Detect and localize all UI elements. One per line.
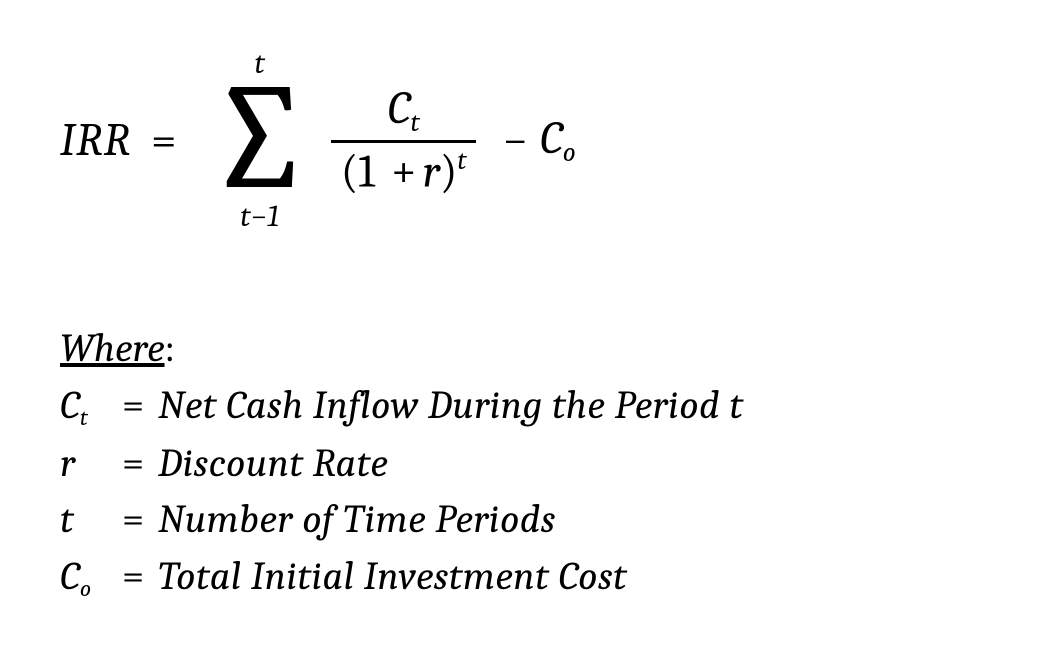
sigma-symbol: ∑	[206, 75, 312, 203]
legend-line-t: t = Number of Time Periods	[60, 491, 995, 548]
den-close: )	[440, 145, 458, 198]
irr-formula: IRR = t ∑ t−1 Ct (1 +r)t − Co	[60, 20, 995, 260]
den-open: (	[341, 145, 359, 198]
legend-line-co: Co = Total Initial Investment Cost	[60, 548, 995, 606]
legend-sym-co: Co	[60, 548, 122, 606]
where-colon: :	[165, 325, 176, 371]
minus-sign: −	[502, 114, 527, 167]
where-heading: Where	[60, 325, 165, 371]
legend-sym-ct: Ct	[60, 377, 122, 435]
den-exp: t	[457, 145, 466, 176]
legend-sym-r: r	[60, 435, 122, 492]
legend-co-sub: o	[80, 575, 91, 602]
legend-eq-2: =	[122, 435, 144, 492]
tail-sub: o	[563, 137, 576, 168]
legend-desc-co: Total Initial Investment Cost	[158, 548, 627, 605]
where-heading-line: Where:	[60, 320, 995, 377]
legend-desc-t: Number of Time Periods	[158, 491, 556, 548]
legend-desc-ct: Net Cash Inflow During the Period t	[158, 377, 743, 434]
den-one: 1	[358, 145, 375, 198]
equals-sign: =	[151, 114, 176, 167]
legend-eq-3: =	[122, 491, 144, 548]
legend-eq-4: =	[122, 548, 144, 605]
legend-ct-sub: t	[80, 404, 88, 431]
legend-ct-base: C	[60, 382, 80, 428]
legend-co-base: C	[60, 553, 80, 599]
legend-line-r: r = Discount Rate	[60, 435, 995, 492]
legend-line-ct: Ct = Net Cash Inflow During the Period t	[60, 377, 995, 435]
tail-term: Co	[540, 112, 576, 168]
legend-t-base: t	[60, 496, 74, 542]
den-plus: +	[391, 145, 416, 198]
sigma-lower: t−1	[240, 199, 279, 234]
legend: Where: Ct = Net Cash Inflow During the P…	[60, 320, 995, 606]
legend-eq-1: =	[122, 377, 144, 434]
legend-desc-r: Discount Rate	[158, 435, 388, 492]
num-base: C	[388, 82, 411, 135]
sigma-lower-var: t	[240, 199, 250, 234]
legend-sym-t: t	[60, 491, 122, 548]
sigma-lower-val: 1	[267, 199, 279, 234]
tail-base: C	[540, 112, 563, 165]
fraction-numerator: Ct	[378, 80, 430, 140]
sigma-block: t ∑ t−1	[206, 46, 312, 234]
fraction: Ct (1 +r)t	[331, 80, 477, 200]
legend-r-base: r	[60, 440, 75, 486]
sigma-lower-op: −	[250, 199, 267, 234]
den-r: r	[423, 145, 440, 198]
fraction-denominator: (1 +r)t	[331, 143, 477, 200]
formula-lhs: IRR	[60, 114, 131, 167]
num-sub: t	[410, 107, 419, 138]
